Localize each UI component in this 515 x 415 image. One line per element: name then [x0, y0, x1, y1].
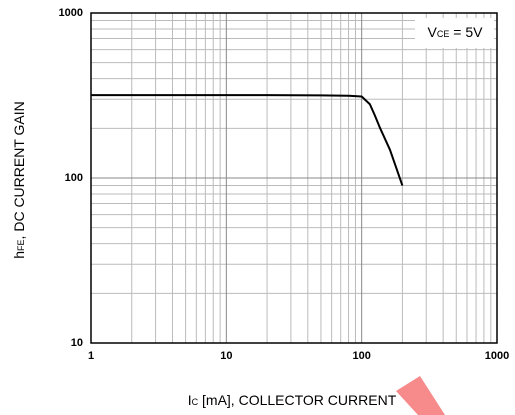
y-tick-label: 10 — [71, 337, 83, 349]
decoration — [396, 376, 445, 415]
x-label-main: I — [188, 392, 192, 408]
annotation-sub: CE — [437, 29, 450, 39]
annotation: VCE = 5V — [428, 24, 484, 40]
x-tick-label: 1000 — [485, 350, 509, 362]
x-tick-label: 10 — [220, 350, 232, 362]
plot-border — [90, 12, 498, 344]
grid — [90, 12, 498, 344]
data-line — [91, 94, 404, 186]
y-label-rest: , DC CURRENT GAIN — [11, 101, 27, 239]
y-tick-label: 1000 — [59, 7, 83, 19]
x-axis-label: IC [mA], COLLECTOR CURRENT — [188, 392, 397, 408]
y-tick-label: 100 — [65, 172, 83, 184]
y-label-sub: FE — [16, 239, 26, 251]
y-axis-label: hFE, DC CURRENT GAIN — [11, 101, 27, 259]
annotation-box — [415, 18, 494, 48]
annotation-main: V — [428, 24, 438, 40]
y-label-main: h — [11, 251, 27, 259]
x-label-rest: [mA], COLLECTOR CURRENT — [198, 392, 397, 408]
x-label-sub: C — [192, 397, 199, 407]
x-tick-label: 1 — [88, 350, 94, 362]
annotation-rest: = 5V — [449, 24, 483, 40]
x-tick-label: 100 — [352, 350, 370, 362]
